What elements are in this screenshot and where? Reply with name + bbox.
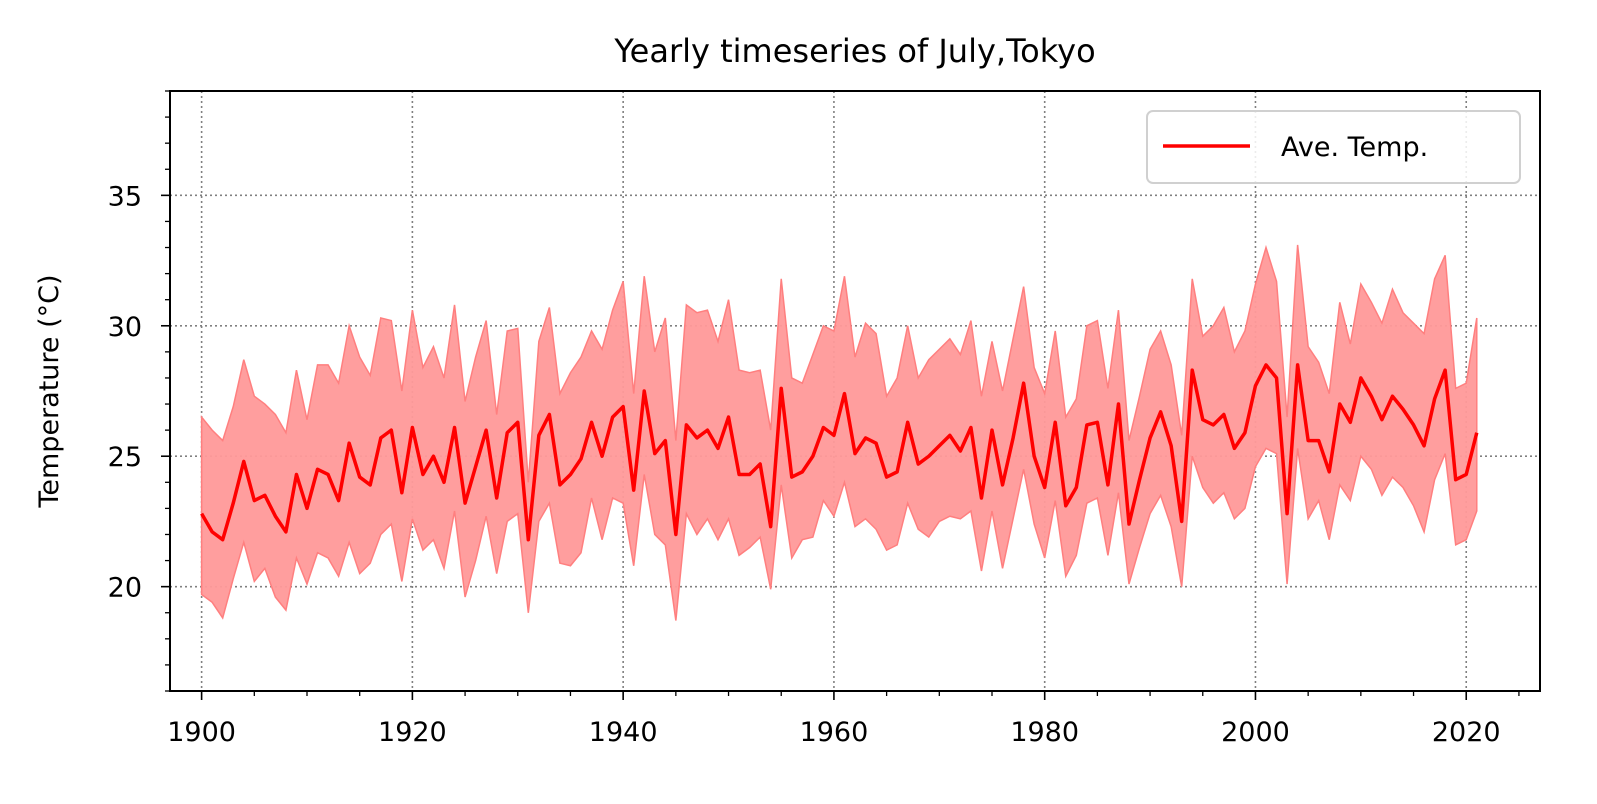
- x-tick-label: 1920: [378, 717, 447, 748]
- x-tick-label: 1960: [800, 717, 869, 748]
- y-axis-label: Temperature (°C): [34, 274, 65, 508]
- axis-ticks: [161, 90, 1520, 700]
- y-tick-label: 30: [108, 312, 142, 343]
- temperature-range-band: [200, 244, 1478, 621]
- y-tick-label: 20: [108, 573, 142, 604]
- range-band-layer: [200, 244, 1478, 621]
- y-tick-label: 35: [108, 181, 142, 212]
- x-tick-label: 1980: [1010, 717, 1079, 748]
- legend-box: [1146, 110, 1521, 184]
- legend-label: Ave. Temp.: [1281, 132, 1428, 163]
- chart-title: Yearly timeseries of July,Tokyo: [613, 32, 1095, 70]
- x-tick-label: 1940: [589, 717, 658, 748]
- ave-temp-line: [200, 363, 1479, 542]
- x-tick-label: 2000: [1221, 717, 1290, 748]
- series-line-layer: [200, 363, 1479, 542]
- x-tick-label: 1900: [167, 717, 236, 748]
- y-tick-label: 25: [108, 442, 142, 473]
- plot-frame: [169, 90, 1541, 692]
- x-tick-label: 2020: [1432, 717, 1501, 748]
- legend: Ave. Temp.: [1146, 110, 1521, 184]
